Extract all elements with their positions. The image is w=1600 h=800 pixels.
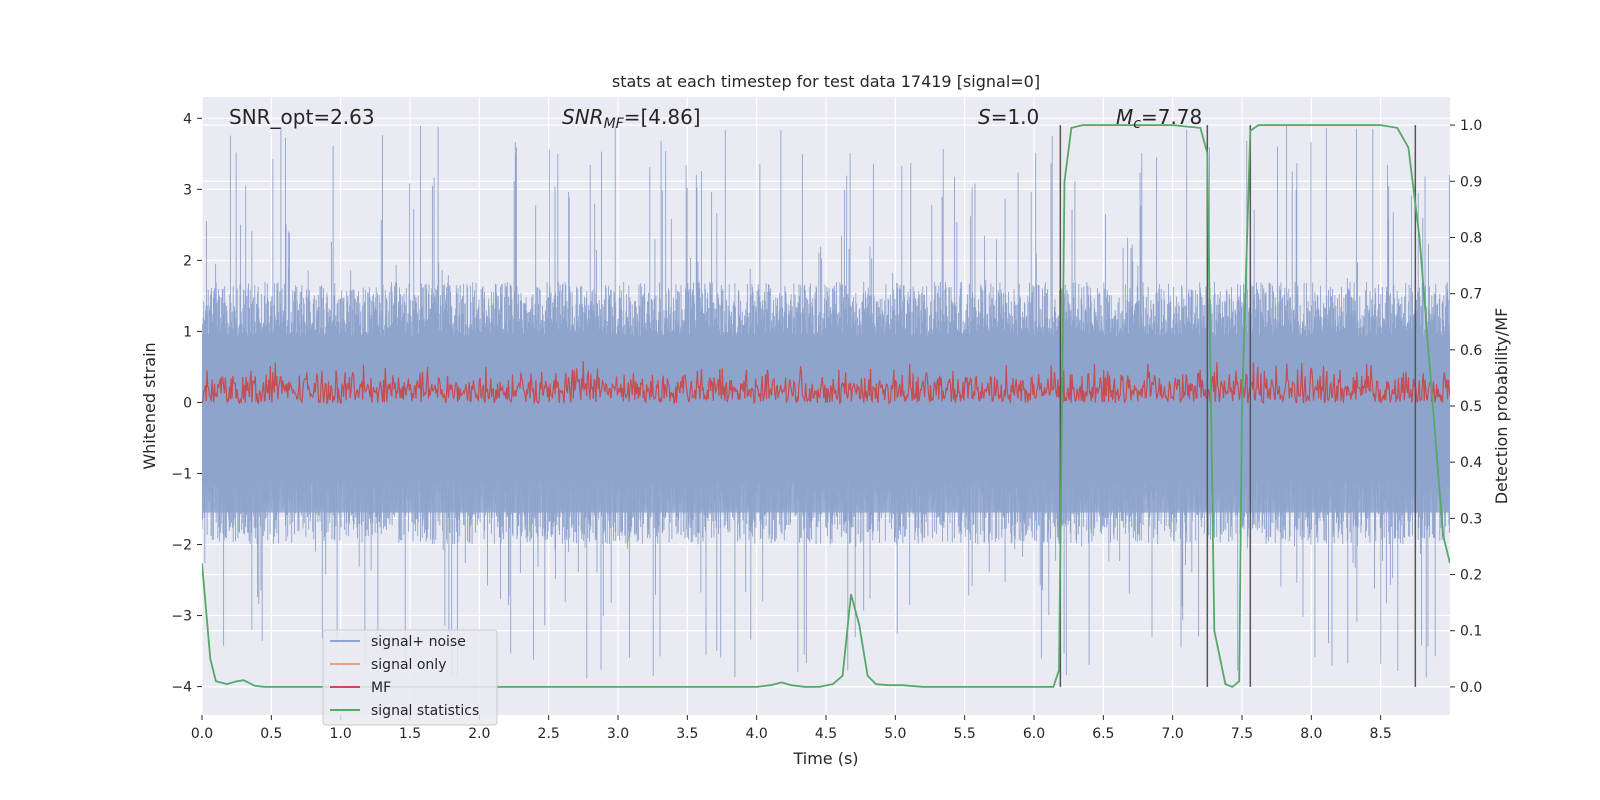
y2-axis-ticks: 1.0 0.9 0.8 0.7 0.6 0.5 0.4 0.3 0.2 0.1 0.0 bbox=[1450, 118, 1482, 696]
legend-label-mf: MF bbox=[371, 680, 391, 696]
annotation-snr-mf: SNRMF=[4.86] bbox=[562, 105, 701, 132]
x-tick-label: 7.0 bbox=[1162, 726, 1184, 742]
annotation-snr-mf-main: SNR bbox=[562, 105, 604, 129]
y2-tick-label: 0.6 bbox=[1460, 343, 1482, 359]
annotation-mc-sub: c bbox=[1133, 116, 1141, 132]
x-tick-label: 6.5 bbox=[1092, 726, 1114, 742]
x-tick-label: 8.5 bbox=[1370, 726, 1392, 742]
chart-title: stats at each timestep for test data 174… bbox=[612, 72, 1040, 91]
y-tick-label: 4 bbox=[183, 111, 192, 127]
y2-tick-label: 0.4 bbox=[1460, 455, 1482, 471]
y-tick-label: 3 bbox=[183, 182, 192, 198]
y-tick-label: 1 bbox=[183, 324, 192, 340]
signal-noise-core bbox=[202, 349, 1450, 513]
annotation-mc: Mc=7.78 bbox=[1116, 105, 1202, 132]
x-tick-label: 6.0 bbox=[1023, 726, 1045, 742]
legend-label-signal-noise: signal+ noise bbox=[371, 634, 466, 650]
annotation-snr-mf-sub: MF bbox=[604, 116, 625, 132]
x-tick-label: 0.5 bbox=[260, 726, 282, 742]
y2-tick-label: 0.2 bbox=[1460, 568, 1482, 584]
annotation-s: S=1.0 bbox=[978, 105, 1039, 129]
y-axis-ticks: 4 3 2 1 0 −1 −2 −3 −4 bbox=[171, 111, 202, 696]
annotation-mc-rest: =7.78 bbox=[1141, 105, 1202, 129]
x-tick-label: 8.0 bbox=[1300, 726, 1322, 742]
y2-axis-label: Detection probability/MF bbox=[1492, 308, 1511, 505]
legend-label-signal-only: signal only bbox=[371, 657, 446, 673]
annotation-snr-opt: SNR_opt=2.63 bbox=[229, 105, 375, 129]
x-tick-label: 4.5 bbox=[815, 726, 837, 742]
x-axis-ticks: 0.0 0.5 1.0 1.5 2.0 2.5 3.0 3.5 4.0 4.5 5.0 5.5 6.0 6… bbox=[191, 715, 1392, 742]
x-tick-label: 2.0 bbox=[468, 726, 490, 742]
annotation-snr-mf-rest: =[4.86] bbox=[624, 105, 701, 129]
x-tick-label: 0.0 bbox=[191, 726, 213, 742]
y-tick-label: −3 bbox=[171, 609, 192, 625]
x-tick-label: 3.0 bbox=[607, 726, 629, 742]
y2-tick-label: 0.1 bbox=[1460, 624, 1482, 640]
y2-tick-label: 1.0 bbox=[1460, 118, 1482, 134]
y2-tick-label: 0.5 bbox=[1460, 399, 1482, 415]
annotation-s-rest: =1.0 bbox=[991, 105, 1040, 129]
x-tick-label: 5.0 bbox=[884, 726, 906, 742]
x-tick-label: 2.5 bbox=[538, 726, 560, 742]
series-signal-statistics bbox=[202, 124, 1450, 688]
annotation-s-main: S bbox=[978, 105, 991, 129]
x-tick-label: 3.5 bbox=[676, 726, 698, 742]
y-tick-label: −4 bbox=[171, 680, 192, 696]
y-tick-label: −2 bbox=[171, 538, 192, 554]
y-tick-label: 0 bbox=[183, 395, 192, 411]
x-tick-label: 1.5 bbox=[399, 726, 421, 742]
x-tick-label: 4.0 bbox=[746, 726, 768, 742]
annotation-mc-main: M bbox=[1116, 105, 1133, 129]
y-tick-label: 2 bbox=[183, 253, 192, 269]
y-axis-label: Whitened strain bbox=[140, 342, 159, 469]
legend-box bbox=[322, 629, 498, 726]
y2-tick-label: 0.7 bbox=[1460, 287, 1482, 303]
y-tick-label: −1 bbox=[171, 466, 192, 482]
x-tick-label: 1.0 bbox=[330, 726, 352, 742]
x-axis-label: Time (s) bbox=[792, 749, 858, 768]
y2-tick-label: 0.0 bbox=[1460, 680, 1482, 696]
x-tick-label: 7.5 bbox=[1231, 726, 1253, 742]
y2-tick-label: 0.9 bbox=[1460, 174, 1482, 190]
y2-tick-label: 0.3 bbox=[1460, 511, 1482, 527]
x-tick-label: 5.5 bbox=[954, 726, 976, 742]
legend-label-signal-statistics: signal statistics bbox=[371, 703, 479, 719]
y2-tick-label: 0.8 bbox=[1460, 230, 1482, 246]
legend: signal+ noise signal only MF signal stat… bbox=[322, 629, 498, 726]
signal-statistics-line bbox=[202, 124, 1450, 688]
